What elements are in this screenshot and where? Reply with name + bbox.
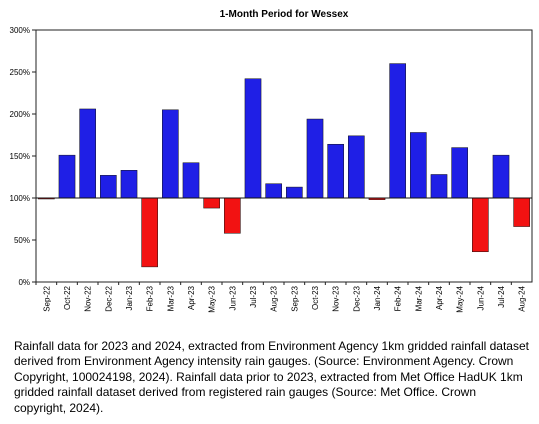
bar <box>162 109 179 199</box>
x-tick-label: Aug-23 <box>270 285 279 311</box>
x-tick-label: Nov-22 <box>84 285 93 311</box>
bar <box>203 197 220 209</box>
x-tick-label: Mar-23 <box>166 285 175 311</box>
x-tick-label: Jun-24 <box>476 285 485 310</box>
x-tick-label: Jan-24 <box>373 285 382 310</box>
x-tick-label: Jul-24 <box>497 285 506 307</box>
bar <box>451 147 468 199</box>
x-tick-label: Apr-24 <box>435 285 444 310</box>
bar <box>327 143 344 199</box>
x-tick-label: Aug-24 <box>518 285 527 311</box>
x-tick-label: Feb-24 <box>394 285 403 311</box>
y-tick-label: 0% <box>18 278 30 287</box>
bar <box>244 78 262 199</box>
rainfall-chart-svg: 1-Month Period for Wessex 0% 50% 100% 150% 20… <box>10 9 533 313</box>
x-tick-label: Dec-23 <box>352 285 361 311</box>
bar <box>492 154 510 199</box>
y-tick-label: 150% <box>10 152 30 161</box>
x-tick-label: Feb-23 <box>146 285 155 311</box>
bar <box>389 63 406 199</box>
chart-title: 1-Month Period for Wessex <box>220 9 349 20</box>
x-tick-label: May-23 <box>208 285 217 312</box>
x-tick-label: Mar-24 <box>414 285 423 311</box>
x-tick-label: Oct-22 <box>63 285 72 310</box>
y-tick-label: 200% <box>10 110 30 119</box>
x-tick-label: Sep-23 <box>290 285 299 311</box>
bar <box>141 197 158 268</box>
x-tick-label: Oct-23 <box>311 285 320 310</box>
bar <box>306 118 324 199</box>
source-caption: Rainfall data for 2023 and 2024, extract… <box>14 339 529 415</box>
x-tick-label: Apr-23 <box>187 285 196 310</box>
y-tick-label: 250% <box>10 68 30 77</box>
x-tick-label: Jun-23 <box>228 285 237 310</box>
bar <box>513 197 530 227</box>
x-tick-label: Sep-22 <box>42 285 51 311</box>
y-tick-label: 100% <box>10 194 30 203</box>
bar <box>286 186 303 199</box>
bar <box>224 197 241 234</box>
y-tick-label: 300% <box>10 26 30 35</box>
y-tick-label: 50% <box>14 236 30 245</box>
bar <box>120 170 138 199</box>
x-tick-label: Dec-22 <box>104 285 113 311</box>
x-tick-label: May-24 <box>456 285 465 312</box>
x-tick-label: Jan-23 <box>125 285 134 310</box>
bar <box>472 197 489 253</box>
bar <box>410 132 427 199</box>
rainfall-chart: 1-Month Period for Wessex 0% 50% 100% 150% 20… <box>10 9 533 313</box>
bar <box>348 135 365 199</box>
x-tick-label: Jul-23 <box>249 285 258 307</box>
x-tick-label: Nov-23 <box>332 285 341 311</box>
bar <box>79 108 96 199</box>
bar <box>58 154 76 199</box>
bar <box>430 174 448 199</box>
bar <box>182 162 200 199</box>
bar <box>265 183 282 199</box>
bar <box>100 175 117 199</box>
